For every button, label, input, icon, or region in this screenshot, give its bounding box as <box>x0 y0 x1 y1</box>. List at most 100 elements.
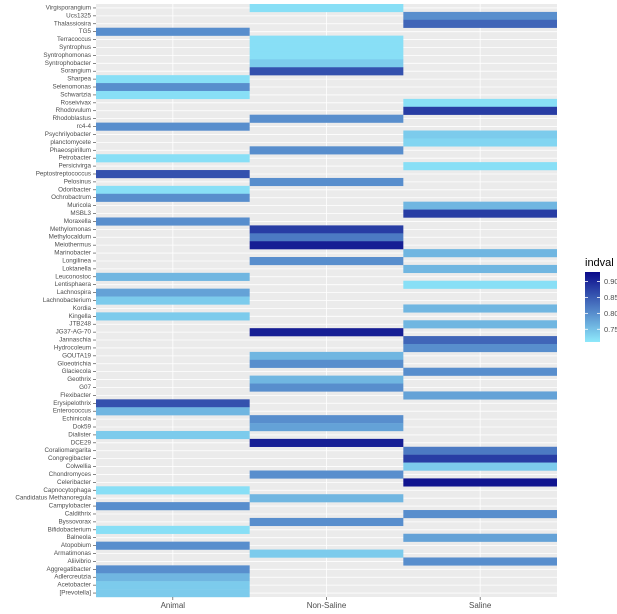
x-tick-label-non-saline: Non-Saline <box>307 601 347 609</box>
heatmap-cell-sharpea-animal <box>96 75 250 84</box>
y-tick-label-coraliomargarita: Coraliomargarita <box>44 447 91 454</box>
y-tick-label-congregibacter: Congregibacter <box>48 455 91 462</box>
y-tick-label-selenomonas: Selenomonas <box>52 84 91 91</box>
y-tick-label-muricola: Muricola <box>67 202 91 209</box>
y-tick-label-syntrophomonas: Syntrophomonas <box>43 52 91 59</box>
y-tick-label-enterococcus: Enterococcus <box>53 408 91 415</box>
heatmap-cell-echinicola-non-saline <box>249 415 404 424</box>
y-tick-label-atopobium: Atopobium <box>61 542 91 549</box>
heatmap-cell-jg37-ag-70-non-saline <box>249 328 404 337</box>
heatmap-cell-schwartzia-animal <box>96 90 250 100</box>
x-tick-label-animal: Animal <box>161 601 186 609</box>
y-tick-label-geothrix: Geothrix <box>67 376 92 383</box>
heatmap-cell-hydrocoleum-saline <box>403 343 557 353</box>
heatmap-cell-armatimonas-non-saline <box>249 549 404 558</box>
legend-ticks: 0.90 0.85 0.80 0.75 <box>585 277 617 334</box>
y-tick-label-methylocaldum: Methylocaldum <box>49 234 91 241</box>
heatmap-cell-msbl3-saline <box>403 209 557 218</box>
heatmap-cell-glaciecola-saline <box>403 367 557 376</box>
y-tick-label-phaeospirillum: Phaeospirillum <box>50 147 91 154</box>
y-tick-label-syntrophobacter: Syntrophobacter <box>45 60 91 67</box>
y-tick-label-peptostreptococcus: Peptostreptococcus <box>36 170 91 177</box>
y-tick-label-sharpea: Sharpea <box>67 76 91 83</box>
heatmap-cell-pelosinus-non-saline <box>249 177 404 187</box>
heatmap-cell-bifidobacterium-animal <box>96 525 250 534</box>
heatmap-cell-dok59-non-saline <box>249 423 404 432</box>
heatmap-cell-terracoccus-non-saline <box>249 35 404 44</box>
y-tick-label-roseivivax: Roseivivax <box>61 99 92 106</box>
heatmap-cell-longilinea-non-saline <box>249 257 404 266</box>
y-tick-label-jg37-ag-70: JG37-AG-70 <box>56 329 92 336</box>
heatmap-cell-adlercreutzia-animal <box>96 573 250 582</box>
heatmap-cell-flexibacter-saline <box>403 391 557 400</box>
y-tick-label-acetobacter: Acetobacter <box>57 582 91 589</box>
y-tick-label-loktanella: Loktanella <box>62 265 91 272</box>
legend-title: indval <box>585 257 614 269</box>
heatmap-cell-planctomycete-saline <box>403 138 557 147</box>
heatmap-cell-persicivirga-saline <box>403 162 557 171</box>
y-tick-label-caldithrix: Caldithrix <box>65 510 92 517</box>
y-tick-label-meiothermus: Meiothermus <box>55 242 91 249</box>
heatmap-cell-aliivibrio-saline <box>403 557 557 566</box>
y-tick-label-rc4-4: rc4-4 <box>77 123 92 130</box>
y-tick-label-ucs1325: Ucs1325 <box>66 12 91 19</box>
y-tick-label-hydrocoleum: Hydrocoleum <box>54 344 91 351</box>
heatmap-cell-candidatus-methanoregula-non-saline <box>249 494 404 503</box>
y-tick-label-dce29: DCE29 <box>71 439 92 446</box>
heatmap-cell-lentisphaera-saline <box>403 280 557 289</box>
y-axis: VirgisporangiumUcs1325ThalassiosiraTG5Te… <box>15 4 96 597</box>
y-tick-label-moraxella: Moraxella <box>64 218 92 225</box>
y-tick-label-dok59: Dok59 <box>73 424 92 431</box>
y-tick-label-dialister: Dialister <box>68 431 91 438</box>
y-tick-label-lentisphaera: Lentisphaera <box>55 281 92 288</box>
y-tick-label-byssovorax: Byssovorax <box>58 518 91 525</box>
heatmap-cell-lachnobacterium-animal <box>96 296 250 305</box>
heatmap-cell-ochrobactrum-animal <box>96 193 250 202</box>
color-legend: indval 0.90 0.85 0.80 0.75 <box>585 257 617 342</box>
heatmap-cell-byssovorax-non-saline <box>249 517 404 527</box>
y-tick-label-candidatus-methanoregula: Candidatus Methanoregula <box>15 495 91 502</box>
heatmap-cell-thalassiosira-saline <box>403 19 557 28</box>
heatmap-cell-caldithrix-saline <box>403 510 557 519</box>
y-tick-label-terracoccus: Terracoccus <box>57 36 91 43</box>
y-tick-label-virgisporangium: Virgisporangium <box>46 4 91 11</box>
y-tick-label-petrobacter: Petrobacter <box>58 155 91 162</box>
heatmap-cell-geothrix-non-saline <box>249 375 404 384</box>
heatmap-cell-congregibacter-saline <box>403 454 557 463</box>
y-tick-label-methylomonas: Methylomonas <box>50 226 91 233</box>
heatmap-cell-syntrophus-non-saline <box>249 43 404 52</box>
heatmap-cell-capnocytophaga-animal <box>96 486 250 495</box>
heatmap-cell-ucs1325-saline <box>403 11 557 21</box>
y-tick-label-bifidobacterium: Bifidobacterium <box>48 526 91 533</box>
y-tick-label-armatimonas: Armatimonas <box>54 550 91 557</box>
y-tick-label-gloeotrichia: Gloeotrichia <box>57 360 91 367</box>
y-tick-label-msbl3: MSBL3 <box>70 210 91 217</box>
heatmap-cell-rhodovulum-saline <box>403 106 557 115</box>
y-tick-label-odoribacter: Odoribacter <box>58 186 91 193</box>
heatmap-cell-petrobacter-animal <box>96 154 250 163</box>
y-tick-label-ochrobactrum: Ochrobactrum <box>51 194 91 201</box>
y-tick-label-erysipelothrix: Erysipelothrix <box>53 400 92 407</box>
y-tick-label-psychrilyobacter: Psychrilyobacter <box>45 131 91 138</box>
legend-tick-label: 0.85 <box>604 293 617 302</box>
y-tick-label-lachnospira: Lachnospira <box>57 289 92 296</box>
y-tick-label-aggregatibacter: Aggregatibacter <box>47 566 91 573</box>
y-tick-label-gouta19: GOUTA19 <box>62 352 91 359</box>
heatmap-cell-campylobacter-animal <box>96 502 250 511</box>
heatmap-cell-odoribacter-animal <box>96 185 250 194</box>
y-tick-label-capnocytophaga: Capnocytophaga <box>43 487 91 494</box>
legend-tick-label: 0.90 <box>604 277 617 286</box>
heatmap-cell-kordia-saline <box>403 304 557 313</box>
y-tick-label-rhodovulum: Rhodovulum <box>56 107 91 114</box>
heatmap-cell-celeribacter-saline <box>403 478 557 487</box>
heatmap-cell-coraliomargarita-saline <box>403 446 557 455</box>
heatmap-cell-syntrophobacter-non-saline <box>249 59 404 68</box>
y-tick-label-tg5: TG5 <box>79 28 92 35</box>
y-tick-label-flexibacter: Flexibacter <box>60 392 91 399</box>
y-tick-label-kordia: Kordia <box>73 305 92 312</box>
y-tick-label-marinobacter: Marinobacter <box>54 250 91 257</box>
heatmap-cell-selenomonas-animal <box>96 83 250 92</box>
legend-tick-label: 0.75 <box>604 325 617 334</box>
